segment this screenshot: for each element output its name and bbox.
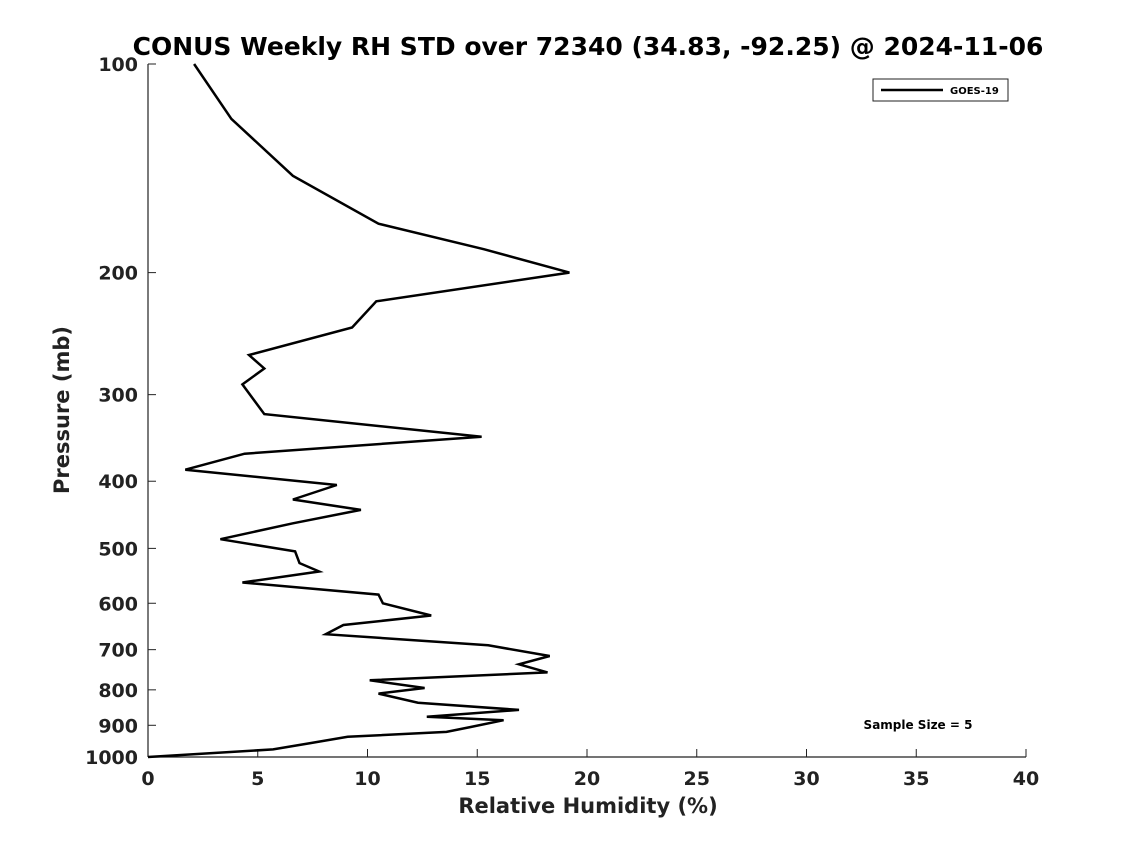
y-tick-label: 800: [98, 680, 138, 702]
y-tick-label: 400: [98, 471, 138, 493]
legend-label-goes-19: GOES-19: [950, 86, 999, 97]
x-tick-label: 35: [903, 768, 929, 790]
x-tick-label: 20: [574, 768, 600, 790]
series-group: [147, 63, 570, 759]
sample-size-annotation: Sample Size = 5: [864, 718, 973, 732]
y-tick-label: 700: [98, 640, 138, 662]
x-tick-label: 0: [141, 768, 154, 790]
chart-title: CONUS Weekly RH STD over 72340 (34.83, -…: [133, 32, 1044, 61]
y-tick-label: 100: [98, 54, 138, 76]
x-tick-label: 15: [464, 768, 490, 790]
x-tick-label: 10: [354, 768, 380, 790]
series-line-goes-19: [147, 63, 570, 759]
y-axis-ticks: 100 200 300 400 500 600 700 800 900 1000: [85, 54, 156, 769]
x-axis-label: Relative Humidity (%): [458, 794, 717, 818]
y-tick-label: 200: [98, 263, 138, 285]
y-axis-label: Pressure (mb): [50, 326, 74, 494]
y-tick-label: 1000: [85, 747, 138, 769]
y-tick-label: 600: [98, 593, 138, 615]
x-tick-label: 40: [1013, 768, 1039, 790]
legend: GOES-19: [872, 78, 1009, 102]
plot-area: [147, 64, 1026, 758]
y-tick-label: 500: [98, 538, 138, 560]
x-tick-label: 30: [793, 768, 819, 790]
y-tick-label: 900: [98, 715, 138, 737]
y-tick-label: 300: [98, 385, 138, 407]
x-tick-label: 25: [684, 768, 710, 790]
x-tick-label: 5: [251, 768, 264, 790]
x-axis-ticks: 0 5 10 15 20 25 30 35 40: [141, 749, 1039, 790]
